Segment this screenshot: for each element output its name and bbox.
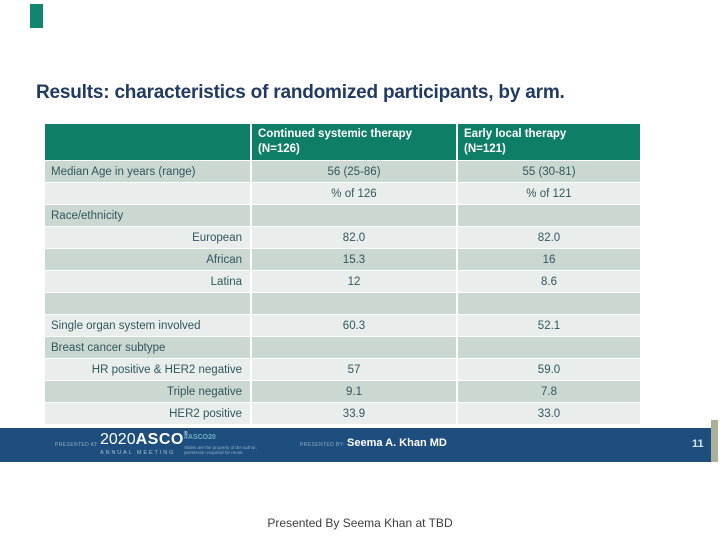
hashtag-block: #ASCO20 Slides are the property of the a… — [184, 434, 257, 456]
table-cell: 33.9 — [252, 403, 456, 424]
table-cell: 7.8 — [458, 381, 640, 402]
table-row-label: Triple negative — [45, 381, 250, 402]
tagline-line1: Slides are the property of the author, — [184, 444, 257, 450]
slide-title: Results: characteristics of randomized p… — [36, 82, 565, 103]
table-cell: % of 121 — [458, 183, 640, 204]
logo-year: 2020 — [100, 431, 136, 448]
table-cell: 16 — [458, 249, 640, 270]
conference-footer-bar: PRESENTED AT: 2020ASCO® ANNUAL MEETING #… — [0, 428, 712, 462]
table-cell: 9.1 — [252, 381, 456, 402]
presented-at-label: PRESENTED AT: — [55, 442, 99, 448]
table-header-col1: Continued systemic therapy (N=126) — [252, 124, 456, 160]
table-cell: 82.0 — [458, 227, 640, 248]
registered-mark-icon: ® — [183, 431, 188, 437]
table-cell: 55 (30-81) — [458, 161, 640, 182]
hashtag-label: #ASCO20 — [184, 434, 216, 441]
table-row-label: European — [45, 227, 250, 248]
annual-meeting-label: ANNUAL MEETING — [100, 450, 176, 456]
table-row-label: Breast cancer subtype — [45, 337, 250, 358]
table-cell: 57 — [252, 359, 456, 380]
table-row-label: HR positive & HER2 negative — [45, 359, 250, 380]
table-cell: 60.3 — [252, 315, 456, 336]
asco-2020-logo: 2020ASCO® ANNUAL MEETING — [100, 432, 188, 457]
table-row-label: Race/ethnicity — [45, 205, 250, 226]
table-cell: 82.0 — [252, 227, 456, 248]
table-cell: 56 (25-86) — [252, 161, 456, 182]
table-cell: 8.6 — [458, 271, 640, 292]
table-cell: 12 — [252, 271, 456, 292]
table-row-label: HER2 positive — [45, 403, 250, 424]
presenter-name: Seema A. Khan MD — [347, 437, 447, 449]
table-row-label: Latina — [45, 271, 250, 292]
table-row-label — [45, 183, 250, 204]
table-cell — [458, 205, 640, 226]
table-cell — [252, 337, 456, 358]
table-header-col2: Early local therapy (N=121) — [458, 124, 640, 160]
table-row-label — [45, 293, 250, 314]
asco-logo-wordmark: 2020ASCO® — [100, 432, 188, 448]
table-cell — [252, 205, 456, 226]
table-cell: 15.3 — [252, 249, 456, 270]
tagline-line2: permission required for reuse. — [184, 450, 244, 456]
table-cell: 52.1 — [458, 315, 640, 336]
table-cell: 59.0 — [458, 359, 640, 380]
table-cell — [458, 337, 640, 358]
table-cell: 33.0 — [458, 403, 640, 424]
slide-edge-strip — [711, 420, 718, 462]
results-table: Continued systemic therapy (N=126) Early l… — [45, 124, 640, 424]
table-row-label: Median Age in years (range) — [45, 161, 250, 182]
presented-by-caption: Presented By Seema Khan at TBD — [267, 516, 453, 530]
table-cell: % of 126 — [252, 183, 456, 204]
table-cell — [458, 293, 640, 314]
teal-accent-mark — [30, 4, 43, 28]
table-row-label: African — [45, 249, 250, 270]
table-header-col0 — [45, 124, 250, 160]
table-cell — [252, 293, 456, 314]
slide-number: 11 — [692, 438, 704, 450]
logo-name: ASCO — [135, 431, 184, 448]
table-row-label: Single organ system involved — [45, 315, 250, 336]
presented-by-label: PRESENTED BY: — [300, 442, 345, 448]
